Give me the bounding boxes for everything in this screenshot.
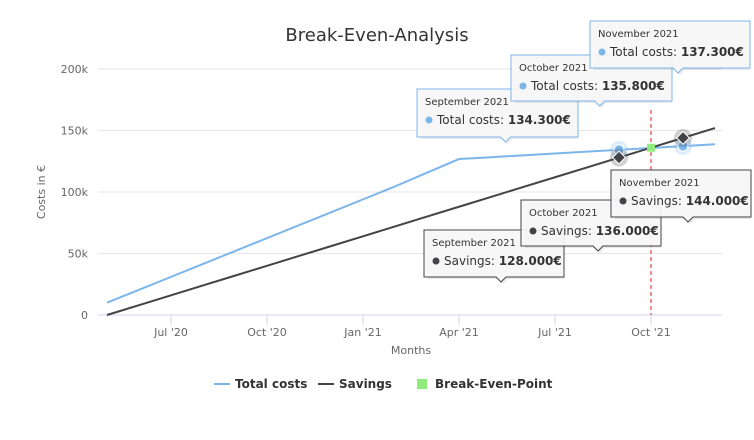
tooltip-value: 134.300€: [508, 113, 571, 127]
legend-label: Break-Even-Point: [435, 377, 553, 391]
tooltip-series-name: Savings:: [444, 254, 499, 268]
tooltip-series-name: Savings:: [541, 224, 596, 238]
tooltip-value: 135.800€: [602, 79, 665, 93]
tooltip-label: Savings: 136.000€: [541, 224, 659, 238]
tooltip-box: [610, 169, 752, 223]
tooltip: October 2021 Total costs: 135.800€: [510, 54, 673, 108]
tooltip-box: [589, 20, 751, 74]
tooltip: September 2021 Total costs: 134.300€: [416, 88, 579, 144]
tooltip-series-dot: [529, 227, 537, 235]
y-tick-label: 100k: [61, 186, 89, 199]
y-tick-label: 150k: [61, 125, 89, 138]
tooltip-series-name: Total costs:: [530, 79, 602, 93]
tooltip-series-dot: [619, 197, 627, 205]
tooltip-value: 137.300€: [681, 45, 744, 59]
savings-point[interactable]: [611, 150, 627, 165]
x-tick-label: Oct '20: [247, 326, 287, 339]
tooltip-date: October 2021: [519, 63, 588, 74]
tooltip-label: Total costs: 137.300€: [609, 45, 744, 59]
tooltip-value: 136.000€: [596, 224, 659, 238]
tooltip-series-dot: [598, 48, 606, 56]
tooltip: November 2021 Savings: 144.000€: [610, 169, 752, 224]
tooltip-label: Savings: 144.000€: [631, 194, 749, 208]
legend-label: Total costs: [235, 377, 307, 391]
tooltip-date: September 2021: [425, 97, 509, 108]
x-tick-label: Jul '21: [537, 326, 572, 339]
x-tick-label: Jan '21: [343, 326, 381, 339]
tooltip-series-dot: [425, 116, 433, 124]
y-tick-label: 200k: [61, 63, 89, 76]
x-tick-label: Apr '21: [439, 326, 479, 339]
tooltip-label: Total costs: 135.800€: [530, 79, 665, 93]
tooltip-label: Savings: 128.000€: [444, 254, 562, 268]
tooltip-label: Total costs: 134.300€: [436, 113, 571, 127]
tooltip-date: September 2021: [432, 238, 516, 249]
legend-item-savings[interactable]: Savings: [318, 377, 392, 391]
savings-point[interactable]: [675, 130, 691, 145]
legend-square-icon: [417, 379, 427, 389]
tooltip-series-dot: [432, 257, 440, 265]
tooltip-series-name: Total costs:: [609, 45, 681, 59]
legend-item-break-even-point[interactable]: Break-Even-Point: [417, 377, 553, 391]
chart-title: Break-Even-Analysis: [285, 25, 468, 46]
legend-item-total-costs[interactable]: Total costs: [214, 377, 307, 391]
legend-label: Savings: [339, 377, 392, 391]
tooltip-date: October 2021: [529, 208, 598, 219]
tooltip-value: 144.000€: [686, 194, 749, 208]
y-axis-title: Costs in €: [35, 165, 48, 219]
tooltip-series-name: Total costs:: [436, 113, 508, 127]
tooltip: November 2021 Total costs: 137.300€: [589, 20, 751, 75]
x-tick-label: Jul '20: [153, 326, 188, 339]
y-tick-label: 0: [81, 309, 88, 322]
x-axis-title: Months: [391, 344, 431, 357]
x-tick-label: Oct '21: [631, 326, 671, 339]
tooltip-date: November 2021: [598, 29, 679, 40]
y-tick-label: 50k: [68, 248, 89, 261]
tooltip-series-name: Savings:: [631, 194, 686, 208]
tooltip-value: 128.000€: [499, 254, 562, 268]
break-even-point-marker[interactable]: [647, 143, 655, 152]
tooltip-date: November 2021: [619, 178, 700, 189]
tooltip-series-dot: [519, 82, 527, 90]
